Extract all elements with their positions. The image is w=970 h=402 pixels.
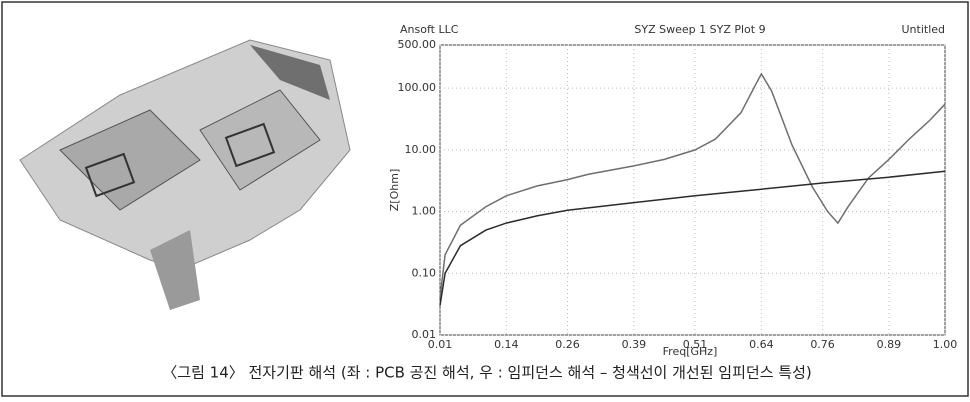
caption: 〈그림 14〉 전자기판 해석 (좌 : PCB 공진 해석, 우 : 임피던스…: [162, 364, 811, 382]
page: {"caption": "〈그림 14〉 전자기판 해석 (좌 : PCB 공진…: [0, 0, 970, 402]
x-tick-label: 1.00: [933, 338, 958, 351]
x-tick-label: 0.64: [749, 338, 774, 351]
y-tick-label: 0.10: [412, 266, 437, 279]
chart-title: SYZ Sweep 1 SYZ Plot 9: [634, 23, 765, 36]
x-tick-label: 0.14: [494, 338, 519, 351]
header-left: Ansoft LLC: [400, 23, 459, 36]
figure: 〈그림 14〉 전자기판 해석 (좌 : PCB 공진 해석, 우 : 임피던스…: [0, 0, 970, 398]
y-tick-label: 1.00: [412, 205, 437, 218]
x-tick-label: 0.51: [683, 338, 708, 351]
y-axis-label: Z[Ohm]: [388, 169, 401, 211]
x-tick-label: 0.01: [428, 338, 453, 351]
x-tick-label: 0.89: [877, 338, 902, 351]
x-tick-label: 0.39: [622, 338, 647, 351]
x-tick-label: 0.76: [810, 338, 835, 351]
y-tick-label: 10.00: [405, 143, 437, 156]
y-tick-label: 500.00: [398, 38, 437, 51]
x-tick-label: 0.26: [555, 338, 580, 351]
header-right: Untitled: [901, 23, 945, 36]
y-tick-label: 100.00: [398, 81, 437, 94]
